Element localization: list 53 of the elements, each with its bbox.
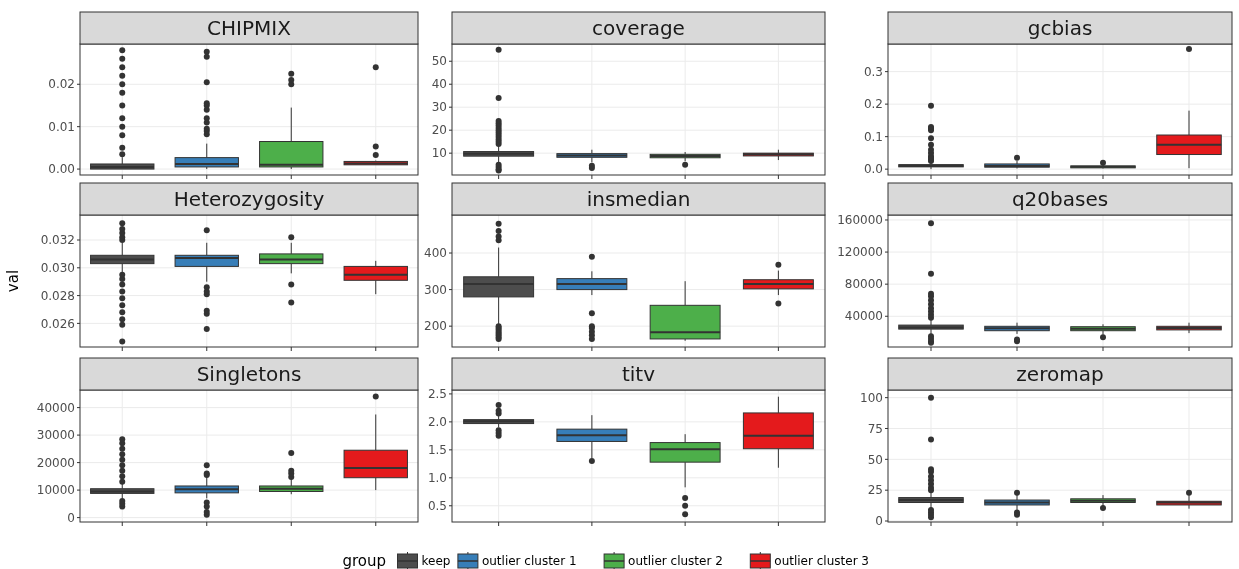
y-tick-label: 2.5	[427, 387, 447, 402]
y-tick-label: 0	[67, 510, 75, 525]
y-tick-label: 2.0	[427, 415, 447, 430]
chart-title: insmedian	[586, 187, 691, 212]
y-tick-label: 1.0	[427, 471, 447, 486]
chart-title: Singletons	[196, 362, 302, 387]
y-tick-label: 0.02	[48, 77, 75, 92]
y-axis-title: val	[4, 269, 22, 293]
chart-title: q20bases	[1011, 187, 1109, 212]
chart-title: titv	[621, 362, 656, 387]
y-tick-label: 75	[867, 421, 883, 436]
y-tick-label: 0.2	[863, 97, 883, 112]
legend-title: group	[342, 552, 387, 569]
y-tick-label: 0.3	[863, 64, 883, 79]
y-tick-label: 300	[424, 282, 447, 297]
y-tick-label: 10	[431, 146, 447, 161]
legend-label: outlier cluster 1	[481, 554, 577, 569]
chart-title: CHIPMIX	[207, 16, 292, 41]
y-tick-label: 400	[424, 246, 447, 261]
y-tick-label: 0.026	[40, 316, 75, 331]
legend-label: outlier cluster 2	[628, 554, 723, 569]
y-tick-label: 0.01	[48, 119, 75, 134]
y-tick-label: 40000	[844, 309, 883, 324]
chart-title: zeromap	[1016, 362, 1104, 387]
y-tick-label: 10000	[36, 483, 75, 498]
y-tick-label: 0.5	[427, 498, 447, 513]
y-tick-label: 0.1	[863, 129, 883, 144]
y-tick-label: 20	[431, 123, 447, 138]
y-tick-label: 25	[867, 483, 883, 498]
y-tick-label: 100	[860, 390, 883, 405]
y-tick-label: 50	[867, 452, 883, 467]
y-tick-label: 40000	[36, 400, 75, 415]
legend-label: outlier cluster 3	[774, 554, 870, 569]
y-tick-label: 30000	[36, 428, 75, 443]
y-tick-label: 40	[431, 77, 447, 92]
chart-title: coverage	[592, 16, 685, 41]
y-tick-label: 0.032	[40, 233, 75, 248]
y-tick-label: 0.030	[40, 261, 75, 275]
y-tick-label: 120000	[837, 245, 883, 260]
y-tick-label: 0.0	[863, 162, 883, 177]
y-tick-label: 200	[424, 319, 447, 334]
y-tick-label: 1.5	[427, 443, 447, 458]
y-tick-label: 0	[875, 514, 883, 529]
y-tick-label: 0.028	[40, 288, 75, 303]
chart-title: gcbias	[1027, 16, 1093, 41]
y-tick-label: 20000	[36, 455, 75, 470]
y-tick-label: 80000	[844, 277, 883, 292]
legend-label: keep	[421, 554, 451, 569]
y-tick-label: 50	[431, 54, 447, 69]
y-tick-label: 30	[431, 100, 447, 115]
chart-title: Heterozygosity	[173, 187, 325, 212]
y-tick-label: 160000	[837, 213, 883, 228]
y-tick-label: 0.00	[48, 162, 75, 177]
